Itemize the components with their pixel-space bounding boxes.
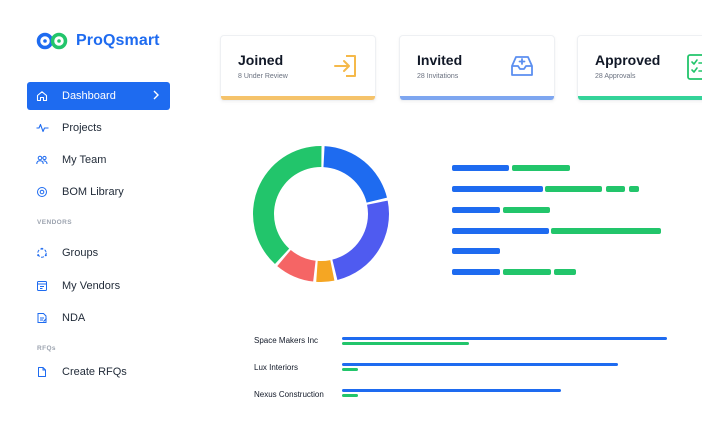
bar-segment [629, 186, 639, 192]
checklist-icon [687, 54, 702, 80]
library-icon [35, 185, 49, 199]
donut-segment-orange [316, 260, 335, 282]
bar-segment [545, 186, 602, 192]
vendor-bar-blue [342, 363, 618, 366]
bar-segment [503, 207, 550, 213]
sidebar-item-label: Dashboard [62, 90, 116, 102]
sidebar-item-label: BOM Library [62, 186, 124, 198]
card-title: Joined [238, 52, 284, 68]
sidebar-item-label: My Vendors [62, 280, 121, 292]
card-accent-bar [400, 96, 554, 100]
bar-segment [512, 165, 570, 171]
bar-segment [452, 248, 500, 254]
section-label-rfqs: RFQs [37, 345, 56, 352]
card-approved[interactable]: Approved 28 Approvals [577, 35, 702, 101]
home-icon [35, 89, 49, 103]
app-name: ProQsmart [76, 32, 160, 49]
bar-segment [452, 269, 500, 275]
donut-segment-blue [323, 146, 387, 203]
bar-segment [452, 207, 500, 213]
app-logo[interactable]: ProQsmart [36, 30, 160, 52]
card-subtitle: 28 Approvals [595, 73, 636, 80]
card-joined[interactable]: Joined 8 Under Review [220, 35, 376, 101]
card-subtitle: 28 Invitations [417, 73, 459, 80]
card-title: Approved [595, 52, 661, 68]
vendor-name: Lux Interiors [254, 363, 299, 372]
chevron-right-icon [153, 90, 159, 100]
users-icon [35, 153, 49, 167]
vendors-icon [35, 279, 49, 293]
sidebar-item-my-team[interactable]: My Team [27, 146, 170, 174]
vendor-bar-blue [342, 337, 667, 340]
sidebar-item-groups[interactable]: Groups [27, 239, 170, 267]
login-icon [334, 55, 356, 77]
vendor-bar-green [342, 342, 469, 345]
card-title: Invited [417, 52, 463, 68]
sidebar-item-my-vendors[interactable]: My Vendors [27, 272, 170, 300]
bar-segment [452, 228, 549, 234]
sidebar-item-label: Create RFQs [62, 366, 127, 378]
inbox-add-icon [511, 56, 533, 76]
sidebar-item-label: Groups [62, 247, 99, 259]
bar-segment [554, 269, 576, 275]
sidebar-item-dashboard[interactable]: Dashboard [27, 82, 170, 110]
nda-icon [35, 311, 49, 325]
section-label-vendors: VENDORS [37, 219, 72, 226]
pulse-icon [35, 121, 49, 135]
card-invited[interactable]: Invited 28 Invitations [399, 35, 555, 101]
bar-segment [606, 186, 625, 192]
bar-segment [452, 165, 509, 171]
bar-segment [503, 269, 551, 275]
sidebar-item-label: Projects [62, 122, 102, 134]
sidebar-item-label: NDA [62, 312, 86, 324]
sidebar-item-create-rfqs[interactable]: Create RFQs [27, 358, 170, 386]
vendor-name: Space Makers Inc [254, 336, 319, 345]
donut-segment-red [277, 249, 316, 282]
card-accent-bar [221, 96, 375, 100]
donut-chart [253, 146, 389, 282]
card-subtitle: 8 Under Review [238, 73, 288, 80]
card-accent-bar [578, 96, 702, 100]
donut-segment-indigo [332, 200, 389, 280]
donut-segment-green [253, 146, 322, 265]
vendor-bar-green [342, 394, 358, 397]
bar-segment [551, 228, 661, 234]
document-icon [35, 365, 49, 379]
vendor-bar-green [342, 368, 358, 371]
vendor-name: Nexus Construction [254, 390, 324, 399]
sidebar-item-nda[interactable]: NDA [27, 304, 170, 332]
groups-icon [35, 246, 49, 260]
bar-segment [452, 186, 543, 192]
sidebar-item-projects[interactable]: Projects [27, 114, 170, 142]
sidebar-item-label: My Team [62, 154, 107, 166]
logo-icon [36, 32, 68, 50]
vendor-bar-blue [342, 389, 561, 392]
sidebar-item-bom-library[interactable]: BOM Library [27, 178, 170, 206]
